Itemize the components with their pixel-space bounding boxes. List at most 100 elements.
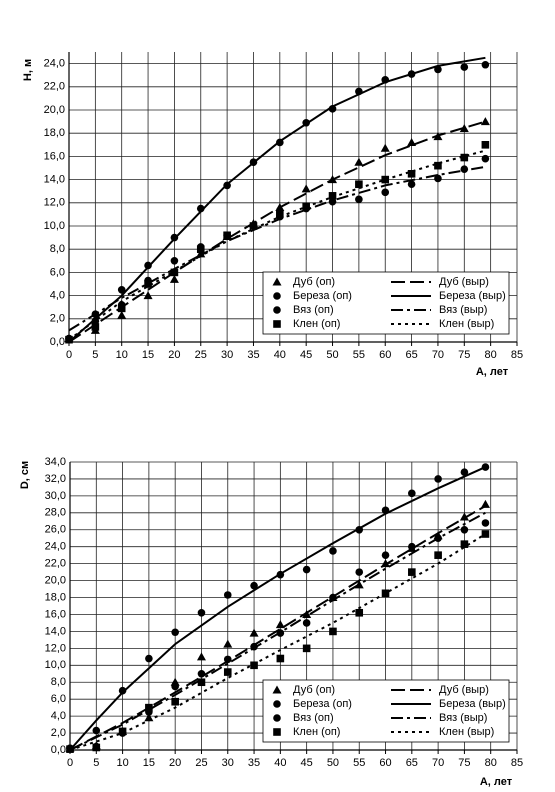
marker-circle [197,669,206,678]
legend-label: Вяз (выр) [439,304,487,316]
x-tick-label: 40 [274,349,286,361]
marker-square [144,280,152,288]
legend-label: Дуб (выр) [439,684,489,696]
legend-box [262,271,510,335]
x-tick-label: 45 [300,349,312,361]
marker-triangle [407,137,417,146]
marker-circle [197,608,206,617]
y-tick-label: 24,0 [44,58,65,70]
legend-label: Вяз (оп) [293,304,334,316]
legend-box [262,679,510,743]
marker-square [273,728,281,736]
marker-triangle [301,184,311,193]
x-tick-label: 60 [379,349,391,361]
x-tick-label: 10 [116,349,128,361]
x-tick-label: 80 [485,349,497,361]
x-axis-label: А, лет [476,366,509,378]
x-tick-label: 75 [458,757,470,769]
x-tick-label: 35 [247,349,259,361]
legend-label: Клен (выр) [439,318,494,330]
fit-line [69,511,486,751]
y-tick-label: 16,0 [44,150,65,162]
legend-label: Дуб (оп) [293,684,335,696]
y-tick-label: 28,0 [45,507,66,519]
x-tick-label: 50 [327,757,339,769]
x-axis-label: А, лет [480,776,513,788]
marker-circle [460,525,469,534]
marker-triangle [143,291,153,300]
fit-line [69,466,486,751]
marker-triangle [249,628,259,637]
x-tick-label: 50 [326,349,338,361]
x-tick-label: 85 [511,349,523,361]
y-tick-label: 30,0 [45,490,66,502]
x-tick-label: 45 [301,757,313,769]
marker-square [171,697,179,706]
x-tick-label: 0 [66,349,72,361]
marker-circle [481,154,490,163]
marker-circle [328,197,337,206]
marker-circle [144,261,152,270]
marker-triangle [380,143,390,152]
x-tick-label: 30 [221,349,233,361]
x-tick-label: 85 [511,757,523,769]
y-tick-label: 22,0 [45,558,66,570]
x-tick-label: 20 [168,349,180,361]
legend-label: Береза (оп) [293,290,352,302]
y-tick-label: 6,0 [51,693,66,705]
marker-square [197,678,206,687]
marker-square [434,551,442,559]
y-tick-label: 8,0 [50,243,65,255]
y-tick-label: 12,0 [44,197,65,209]
y-tick-label: 22,0 [44,81,65,93]
x-tick-label: 10 [116,757,128,769]
y-axis-label: H, м [22,59,34,81]
y-tick-label: 10,0 [45,659,66,671]
marker-square [118,727,127,736]
marker-square [276,654,285,663]
marker-circle [355,568,364,576]
marker-circle [92,726,101,735]
marker-square [91,323,100,331]
marker-square [223,231,231,240]
marker-triangle [117,310,127,319]
y-tick-label: 10,0 [44,220,65,232]
marker-triangle [169,274,179,283]
marker-square [460,153,469,162]
marker-circle [171,682,179,691]
marker-triangle [354,157,364,166]
marker-circle [434,475,442,483]
marker-triangle [223,639,233,648]
marker-circle [302,565,311,574]
x-tick-label: 5 [93,757,99,769]
y-axis-label: D, см [19,461,31,489]
marker-square [250,661,258,670]
x-tick-label: 15 [143,757,155,769]
y-tick-label: 20,0 [44,104,65,116]
marker-square [355,608,364,617]
marker-circle [407,180,416,189]
legend-label: Вяз (выр) [439,712,487,724]
marker-circle [381,188,390,197]
x-tick-label: 15 [142,349,154,361]
x-tick-label: 80 [485,757,497,769]
marker-square [381,589,390,598]
marker-square [223,668,232,676]
x-tick-label: 0 [67,757,73,769]
x-tick-label: 35 [248,757,260,769]
y-tick-label: 2,0 [51,727,66,739]
x-tick-label: 25 [195,349,207,361]
x-tick-label: 40 [274,757,286,769]
x-tick-label: 70 [432,349,444,361]
legend-label: Дуб (выр) [439,276,489,288]
y-tick-label: 0,0 [51,744,66,756]
marker-square [92,743,101,752]
y-tick-label: 26,0 [45,524,66,536]
x-tick-label: 70 [432,757,444,769]
marker-circle [170,257,179,265]
marker-square [273,320,281,328]
x-tick-label: 55 [353,757,365,769]
marker-square [249,222,258,230]
marker-square [196,245,205,253]
y-tick-label: 20,0 [45,574,66,586]
